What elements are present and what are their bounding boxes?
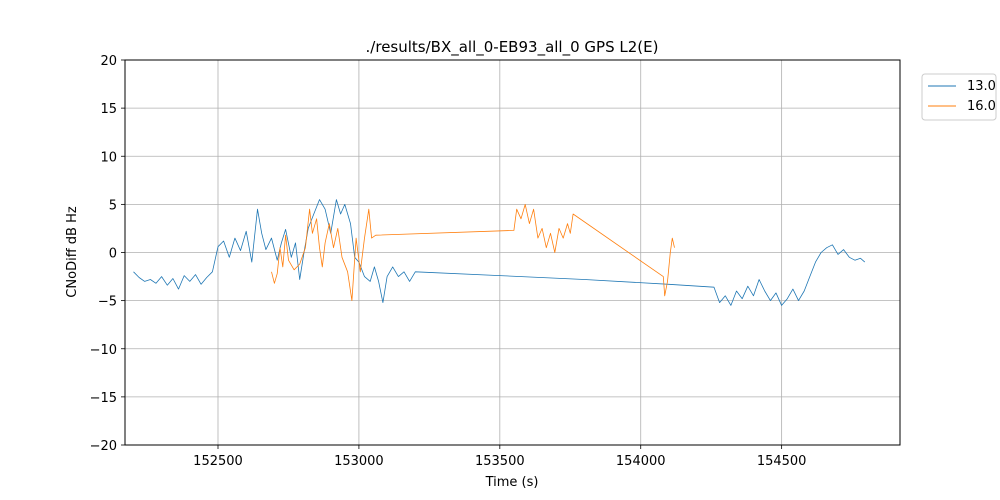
y-tick-label: 10 [100,150,117,165]
legend: 13.0 16.0 [921,73,997,121]
x-tick-label: 153500 [475,454,525,469]
chart-title: ./results/BX_all_0-EB93_all_0 GPS L2(E) [366,38,659,57]
series-line-16-0 [271,203,675,302]
y-tick-label: −20 [90,439,117,454]
y-tick-label: 20 [100,54,117,69]
legend-label-16: 16.0 [967,99,996,114]
y-tick-label: 15 [100,102,117,117]
x-tick-label: 153000 [334,454,384,469]
y-tick-label: 0 [109,247,117,262]
x-tick-label: 154000 [616,454,666,469]
x-tick-label: 154500 [757,454,807,469]
y-tick-label: −15 [90,391,117,406]
series-layer [133,199,866,306]
y-axis-label: CNoDiff dB Hz [65,206,80,298]
x-tick-label: 152500 [193,454,243,469]
x-axis-label: Time (s) [485,475,539,490]
y-tick-label: −10 [90,343,117,358]
y-axis: −20 −15 −10 −5 0 5 10 15 20 [90,54,125,454]
legend-label-13: 13.0 [967,79,996,94]
x-axis: 152500 153000 153500 154000 154500 [193,445,806,469]
y-tick-label: −5 [98,295,117,310]
y-tick-label: 5 [109,198,117,213]
series-line-13-0 [133,199,866,306]
